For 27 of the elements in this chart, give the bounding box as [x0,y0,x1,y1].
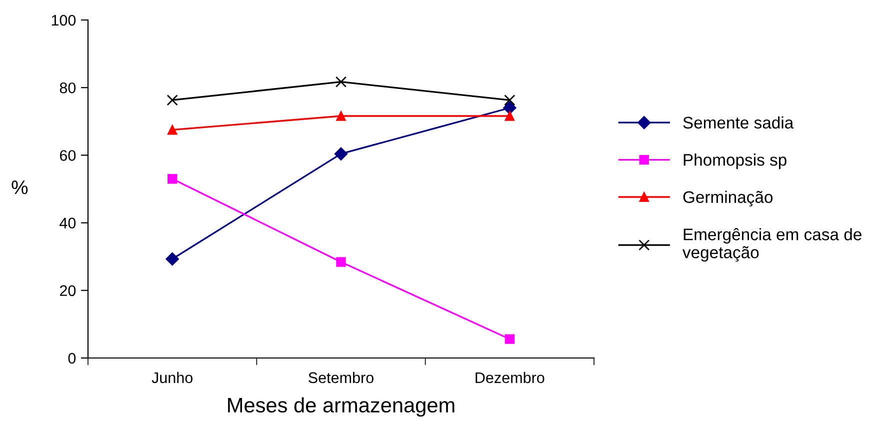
y-axis-title: % [12,180,28,194]
point [504,94,516,106]
y-tick-label: 0 [68,352,76,364]
point [166,252,179,266]
legend-label: Phomopsis sp [684,154,786,170]
point [503,101,516,114]
point [334,147,348,160]
y-tick-label: 60 [60,150,76,161]
x-tick-label: Setembro [308,372,374,384]
y-tick-label: 100 [52,14,76,26]
legend-label: Semente sadia [683,116,794,129]
point [167,124,178,135]
point [504,111,515,121]
x-tick-label: Dezembro [476,372,544,384]
x-axis-title: Meses de armazenagem [228,397,454,417]
point [166,94,178,106]
point [335,76,347,88]
x-tick-label: Junho [152,372,193,384]
y-tick-label: 40 [60,218,76,228]
y-tick-label: 80 [60,82,76,94]
point [504,334,515,344]
point [336,257,346,267]
legend-label: Emergência em casa de vegetação [682,228,862,262]
point [167,174,178,184]
y-tick-label: 20 [60,285,76,296]
legend-label: Germinação [683,190,773,206]
point [336,111,346,121]
